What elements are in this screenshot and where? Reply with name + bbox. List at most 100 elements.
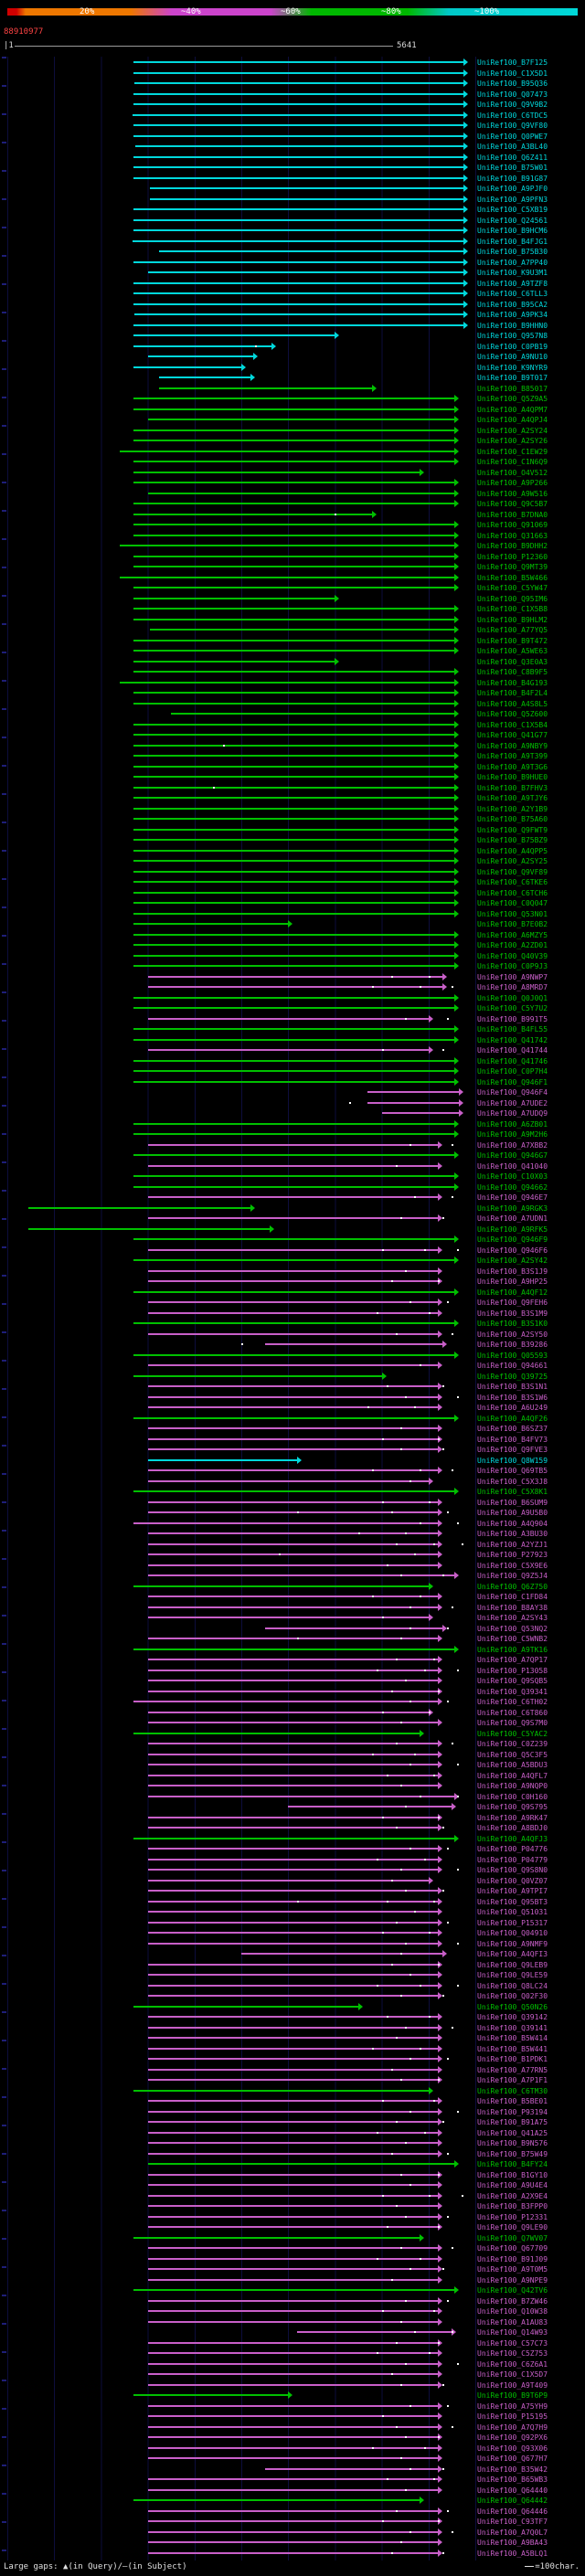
hit-row[interactable]: UniRef100_Q946F4	[0, 1087, 585, 1097]
hit-label[interactable]: UniRef100_A8BDJ0	[477, 1824, 548, 1832]
hit-row[interactable]: UniRef100_Q07473	[0, 89, 585, 100]
hit-row[interactable]: UniRef100_C5YAC2	[0, 1728, 585, 1739]
hit-label[interactable]: UniRef100_A6U249	[477, 1404, 548, 1412]
hit-label[interactable]: UniRef100_B3S1M9	[477, 1309, 548, 1318]
hit-label[interactable]: UniRef100_A2YZJ1	[477, 1540, 548, 1549]
hit-label[interactable]: UniRef100_Q07473	[477, 90, 548, 99]
hit-row[interactable]: UniRef100_K9NYR9	[0, 362, 585, 373]
hit-row[interactable]: UniRef100_C6TDC5	[0, 110, 585, 121]
hit-row[interactable]: UniRef100_Q946G7	[0, 1150, 585, 1161]
hit-label[interactable]: UniRef100_C5X3J8	[477, 1477, 548, 1486]
hit-row[interactable]: UniRef100_B9HLM2	[0, 614, 585, 625]
hit-label[interactable]: UniRef100_C5YAC2	[477, 1729, 548, 1738]
hit-label[interactable]: UniRef100_A7UDQ9	[477, 1109, 548, 1118]
hit-row[interactable]: UniRef100_C5XB19	[0, 204, 585, 215]
hit-row[interactable]: UniRef100_B95Q36	[0, 78, 585, 89]
hit-label[interactable]: UniRef100_Q946F1	[477, 1077, 548, 1087]
hit-row[interactable]: UniRef100_A9T409	[0, 2380, 585, 2390]
hit-label[interactable]: UniRef100_B7F125	[477, 58, 548, 67]
hit-label[interactable]: UniRef100_A9TZF8	[477, 279, 548, 288]
hit-row[interactable]: UniRef100_B5BE01	[0, 2095, 585, 2106]
hit-label[interactable]: UniRef100_B3S1K0	[477, 1320, 548, 1328]
hit-label[interactable]: UniRef100_A9M2H6	[477, 1130, 548, 1139]
hit-row[interactable]: UniRef100_A9NU10	[0, 351, 585, 362]
hit-row[interactable]: UniRef100_A2SY24	[0, 425, 585, 436]
hit-label[interactable]: UniRef100_B65WB3	[477, 2475, 548, 2484]
hit-row[interactable]: UniRef100_A2Y1B9	[0, 803, 585, 814]
hit-row[interactable]: UniRef100_C0Q047	[0, 897, 585, 908]
hit-label[interactable]: UniRef100_B7FHV3	[477, 783, 548, 792]
hit-row[interactable]: UniRef100_Q5Z9A5	[0, 393, 585, 404]
hit-label[interactable]: UniRef100_A4QFL7	[477, 1771, 548, 1780]
hit-label[interactable]: UniRef100_A4QFI3	[477, 1950, 548, 1958]
hit-label[interactable]: UniRef100_Q957N8	[477, 332, 548, 340]
hit-row[interactable]: UniRef100_Q50N26	[0, 2001, 585, 2012]
hit-label[interactable]: UniRef100_C5YW47	[477, 584, 548, 592]
hit-row[interactable]: UniRef100_C5YW47	[0, 582, 585, 593]
hit-row[interactable]: UniRef100_B7E0B2	[0, 918, 585, 929]
hit-label[interactable]: UniRef100_C57C73	[477, 2338, 548, 2348]
hit-row[interactable]: UniRef100_Q39142	[0, 2011, 585, 2022]
hit-label[interactable]: UniRef100_Q64446	[477, 2507, 548, 2516]
hit-label[interactable]: UniRef100_B1GY10	[477, 2170, 548, 2179]
hit-row[interactable]: UniRef100_B7ZW46	[0, 2295, 585, 2306]
hit-row[interactable]: UniRef100_A3BL40	[0, 141, 585, 152]
hit-row[interactable]: UniRef100_A4QFJ3	[0, 1833, 585, 1844]
hit-row[interactable]: UniRef100_Q02F30	[0, 1990, 585, 2001]
hit-label[interactable]: UniRef100_Q41744	[477, 1046, 548, 1055]
hit-row[interactable]: UniRef100_C1X5D7	[0, 2369, 585, 2380]
hit-row[interactable]: UniRef100_A9TZF8	[0, 278, 585, 289]
hit-label[interactable]: UniRef100_Q24561	[477, 216, 548, 225]
hit-row[interactable]: UniRef100_A9TJY6	[0, 792, 585, 803]
hit-row[interactable]: UniRef100_A4QPJ4	[0, 414, 585, 425]
hit-row[interactable]: UniRef100_Q9LEB9	[0, 1959, 585, 1970]
hit-label[interactable]: UniRef100_A6MZY5	[477, 930, 548, 939]
hit-label[interactable]: UniRef100_Q39142	[477, 2013, 548, 2021]
hit-label[interactable]: UniRef100_B91A75	[477, 2118, 548, 2126]
hit-row[interactable]: UniRef100_A9RFK5	[0, 1224, 585, 1235]
hit-label[interactable]: UniRef100_B4G193	[477, 678, 548, 687]
hit-label[interactable]: UniRef100_A9PK34	[477, 311, 548, 319]
hit-row[interactable]: UniRef100_B91G87	[0, 173, 585, 184]
hit-label[interactable]: UniRef100_A9T0M5	[477, 2265, 548, 2274]
hit-row[interactable]: UniRef100_A7UDN1	[0, 1213, 585, 1224]
hit-label[interactable]: UniRef100_A2X9E4	[477, 2191, 548, 2200]
hit-row[interactable]: UniRef100_A75YH9	[0, 2401, 585, 2412]
hit-label[interactable]: UniRef100_A9NPE9	[477, 2275, 548, 2284]
hit-row[interactable]: UniRef100_Q51031	[0, 1906, 585, 1917]
hit-row[interactable]: UniRef100_A4QF12	[0, 1287, 585, 1298]
hit-label[interactable]: UniRef100_B7ZW46	[477, 2296, 548, 2306]
hit-row[interactable]: UniRef100_Q31663	[0, 530, 585, 541]
hit-row[interactable]: UniRef100_B4FJG1	[0, 236, 585, 247]
hit-label[interactable]: UniRef100_P12360	[477, 552, 548, 561]
hit-row[interactable]: UniRef100_A7UDQ9	[0, 1108, 585, 1118]
hit-row[interactable]: UniRef100_A77YQ5	[0, 624, 585, 635]
hit-row[interactable]: UniRef100_A9TPI7	[0, 1885, 585, 1896]
hit-label[interactable]: UniRef100_B75W49	[477, 2149, 548, 2158]
hit-label[interactable]: UniRef100_B85017	[477, 384, 548, 393]
hit-label[interactable]: UniRef100_Q9Z5J4	[477, 1572, 548, 1580]
hit-row[interactable]: UniRef100_B75W01	[0, 162, 585, 173]
hit-label[interactable]: UniRef100_C6TH02	[477, 1698, 548, 1706]
hit-row[interactable]: UniRef100_C5X8K1	[0, 1486, 585, 1497]
hit-row[interactable]: UniRef100_A9NPE9	[0, 2274, 585, 2285]
hit-label[interactable]: UniRef100_A9NU10	[477, 353, 548, 361]
hit-label[interactable]: UniRef100_C10X03	[477, 1172, 548, 1181]
hit-label[interactable]: UniRef100_Q05593	[477, 1351, 548, 1360]
hit-row[interactable]: UniRef100_A2SY25	[0, 855, 585, 866]
hit-label[interactable]: UniRef100_B35W42	[477, 2465, 548, 2474]
hit-label[interactable]: UniRef100_Q8W159	[477, 1456, 548, 1465]
hit-label[interactable]: UniRef100_A4QFJ3	[477, 1834, 548, 1843]
hit-row[interactable]: UniRef100_A3BU30	[0, 1528, 585, 1539]
hit-row[interactable]: UniRef100_Q41744	[0, 1044, 585, 1055]
hit-label[interactable]: UniRef100_B5W414	[477, 2034, 548, 2042]
hit-row[interactable]: UniRef100_B5W441	[0, 2043, 585, 2054]
hit-row[interactable]: UniRef100_Q9LE90	[0, 2221, 585, 2232]
hit-row[interactable]: UniRef100_Q94661	[0, 1360, 585, 1371]
hit-label[interactable]: UniRef100_Q6Z411	[477, 153, 548, 162]
hit-label[interactable]: UniRef100_C6TKE6	[477, 878, 548, 886]
hit-label[interactable]: UniRef100_B6SUM9	[477, 1498, 548, 1507]
hit-label[interactable]: UniRef100_B91J09	[477, 2254, 548, 2263]
hit-label[interactable]: UniRef100_C8B9F5	[477, 668, 548, 676]
hit-label[interactable]: UniRef100_P93194	[477, 2107, 548, 2116]
